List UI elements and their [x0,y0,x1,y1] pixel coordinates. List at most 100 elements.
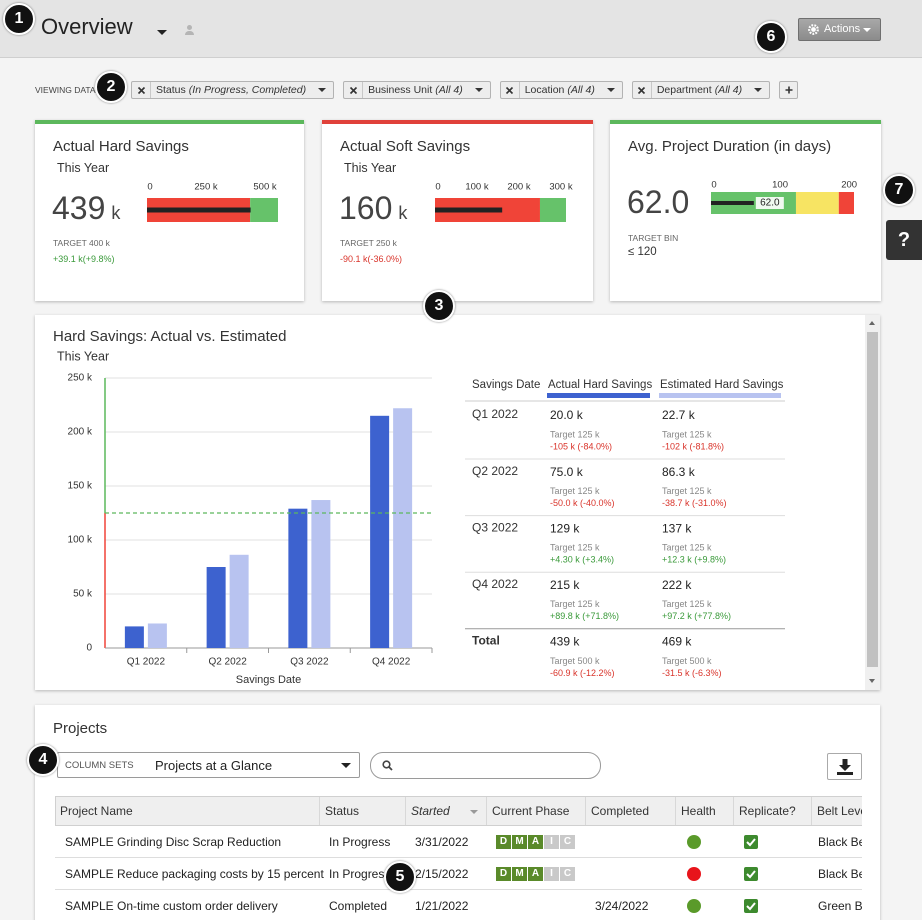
download-button[interactable] [827,753,862,780]
filter-name: Location [524,84,565,96]
table-row[interactable]: SAMPLE Grinding Disc Scrap Reduction In P… [55,826,862,858]
summary-value: 20.0 k [550,408,584,422]
phase-box: C [560,835,575,849]
remove-filter[interactable] [501,82,520,98]
x-tick-label: Q2 2022 [208,657,247,668]
phase-box: M [512,867,527,881]
column-header[interactable]: Started [405,797,486,825]
remove-filter[interactable] [132,82,151,98]
callout-badge: 2 [95,71,127,103]
phase-box: A [528,835,543,849]
bullet-tick-label: 0 [147,182,152,193]
bullet-bar [435,207,503,213]
caret-icon [341,763,351,768]
scroll-up[interactable] [869,321,875,325]
filter-label: VIEWING DATA [35,85,96,95]
kpi-value-row: 62.0 [627,184,689,221]
summary-target: Target 500 k [662,656,712,666]
actions-button[interactable]: Actions [798,18,881,41]
add-filter[interactable] [779,81,799,99]
search-box[interactable] [370,752,601,779]
bar [147,623,167,648]
filter-chip[interactable]: Status (In Progress, Completed) [131,81,335,99]
caret-icon [606,88,615,92]
kpi-value: 160 [339,190,393,226]
summary-delta: -102 k (-81.8%) [662,441,724,451]
bullet-band [539,198,566,222]
callout-badge: 3 [423,290,455,322]
chart-subtitle: This Year [57,349,109,363]
filter-bar: Status (In Progress, Completed) Business U… [131,81,799,99]
filter-chip[interactable]: Location (All 4) [499,81,623,99]
kpi-value: 62.0 [627,184,690,220]
summary-delta: +89.8 k (+71.8%) [550,611,619,621]
bullet-chart: 0 100 k 200 k 300 k [435,182,573,222]
bullet-tick-label: 0 [711,180,716,191]
column-sets-label: COLUMN SETS [65,760,134,771]
column-header-label: Started [411,804,450,818]
project-name: SAMPLE Grinding Disc Scrap Reduction [65,835,282,849]
table-row[interactable]: SAMPLE Reduce packaging costs by 15 perc… [55,858,862,890]
download-tray [837,772,853,775]
health-indicator [687,835,701,849]
filter-caret [606,88,615,92]
table-row[interactable]: SAMPLE On-time custom order delivery Comp… [55,890,862,920]
column-header-label: Status [325,804,360,818]
column-header-label: Project Name [60,804,133,818]
column-header[interactable]: Belt Level [811,797,862,825]
summary-value: 22.7 k [662,408,696,422]
summary-value: 222 k [662,578,692,592]
scroll-down[interactable] [869,679,875,683]
kpi-delta: -90.1 k(-36.0%) [340,254,403,264]
filter-chip[interactable]: Business Unit (All 4) [343,81,491,99]
gear-inner [811,27,816,32]
bullet-tick-label: 100 [772,180,788,191]
column-header[interactable]: Status [319,797,405,825]
bullet-bar [711,201,754,205]
plus-glyph [785,86,793,94]
remove-filter[interactable] [344,82,364,98]
replicate-check [744,899,758,913]
filter-name: Business Unit [368,84,433,96]
column-header-label: Completed [591,804,650,818]
summary-value: 215 k [550,578,580,592]
column-header[interactable]: Health [675,797,733,825]
bar-chart: Hard Savings: Actual vs. Estimated This Y… [53,328,785,686]
column-header[interactable]: Completed [585,797,675,825]
scrollbar[interactable] [865,315,880,690]
project-started: 2/15/2022 [415,867,469,881]
kpi-period: This Year [344,161,397,175]
filter-chip[interactable]: Department (All 4) [631,81,771,99]
legend-swatch [547,393,650,398]
column-header[interactable]: Project Name [56,797,319,825]
scrollbar-thumb[interactable] [867,332,878,667]
search-glass [382,760,391,769]
filter-name: Department [656,84,712,96]
summary-header: Savings Date [472,379,540,391]
remove-icon [137,86,145,94]
remove-icon [638,86,646,94]
project-status: In Progress [329,835,391,849]
summary-target: Target 500 k [550,656,600,666]
remove-icon [349,86,357,94]
column-set-select[interactable]: COLUMN SETS Projects at a Glance [57,752,360,778]
column-header-label: Belt Level [817,804,862,818]
remove-glyph [349,86,357,94]
kpi-title: Actual Hard Savings [53,138,189,155]
filter-value: (All 4) [435,84,463,96]
column-header[interactable]: Current Phase [486,797,585,825]
summary-delta: -50.0 k (-40.0%) [550,498,615,508]
remove-filter[interactable] [633,82,652,98]
legend-swatch [659,393,781,398]
y-tick-label: 200 k [68,427,93,438]
help-button[interactable]: ? [886,220,922,260]
summary-value: 86.3 k [662,465,696,479]
health-indicator [687,899,701,913]
column-header[interactable]: Replicate? [733,797,811,825]
summary-target: Target 125 k [550,429,600,439]
summary-delta: -38.7 k (-31.0%) [662,498,727,508]
summary-row-label: Q3 2022 [472,520,518,534]
column-set-value: Projects at a Glance [155,758,273,773]
remove-glyph [638,86,646,94]
search-icon [382,760,393,771]
